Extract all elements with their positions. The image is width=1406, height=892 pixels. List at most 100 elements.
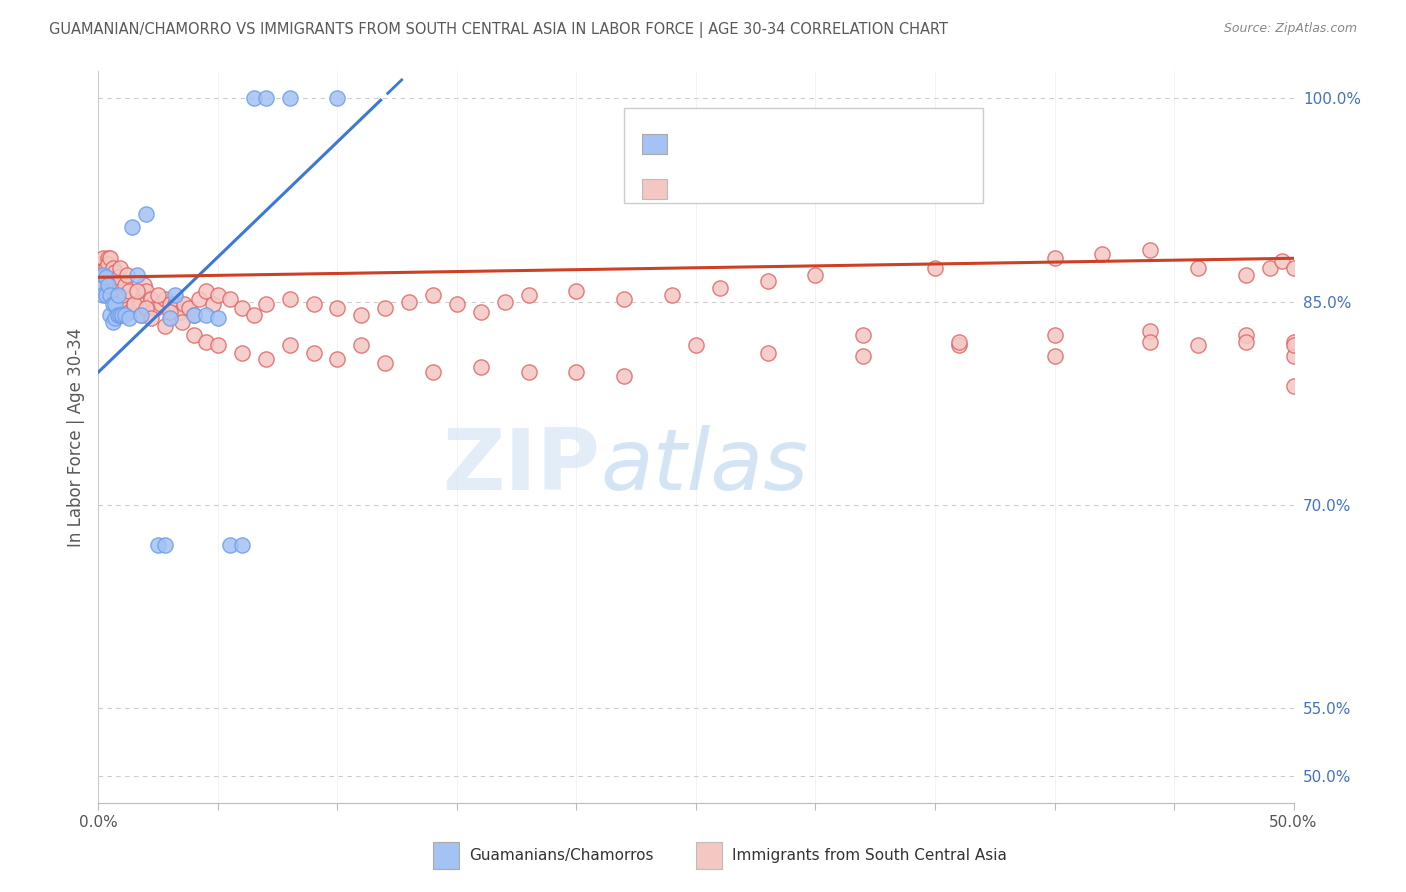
Point: [139, 292, 162, 306]
Point: [195, 308, 218, 322]
Point: [104, 278, 127, 293]
Point: [231, 538, 253, 552]
Point: [1282, 378, 1305, 392]
Point: [131, 308, 153, 322]
Point: [1139, 243, 1161, 257]
Point: [1282, 335, 1305, 350]
Point: [398, 294, 420, 309]
Point: [91, 252, 114, 266]
Point: [98, 308, 122, 322]
Point: [107, 297, 129, 311]
Bar: [696, 841, 723, 870]
Point: [149, 297, 172, 311]
Point: [131, 308, 153, 322]
Point: [195, 284, 218, 298]
Point: [115, 268, 138, 282]
Point: [101, 297, 124, 311]
Point: [118, 310, 141, 325]
Point: [1043, 252, 1066, 266]
Point: [108, 278, 131, 293]
Point: [111, 297, 134, 311]
Point: [1139, 335, 1161, 350]
Point: [91, 268, 114, 282]
Point: [101, 260, 124, 275]
Point: [1282, 349, 1305, 363]
Point: [124, 297, 146, 311]
Point: [1234, 268, 1257, 282]
Point: [1234, 328, 1257, 343]
Point: [326, 91, 349, 105]
Point: [163, 297, 186, 311]
Point: [159, 297, 181, 311]
Text: Immigrants from South Central Asia: Immigrants from South Central Asia: [733, 848, 1007, 863]
Point: [613, 369, 636, 384]
Point: [219, 538, 242, 552]
Point: [155, 538, 177, 552]
Point: [172, 315, 194, 329]
Point: [948, 335, 970, 350]
Point: [155, 318, 177, 333]
Text: Source: ZipAtlas.com: Source: ZipAtlas.com: [1223, 22, 1357, 36]
Point: [118, 284, 141, 298]
Point: [135, 301, 157, 316]
Bar: [643, 134, 668, 154]
Point: [159, 305, 181, 319]
Bar: [433, 841, 460, 870]
Point: [231, 301, 253, 316]
Point: [207, 288, 229, 302]
Point: [207, 310, 229, 325]
Point: [852, 328, 875, 343]
Point: [98, 252, 122, 266]
Point: [804, 268, 827, 282]
Point: [254, 297, 277, 311]
Y-axis label: In Labor Force | Age 30-34: In Labor Force | Age 30-34: [66, 327, 84, 547]
Point: [517, 288, 540, 302]
Point: [350, 338, 373, 352]
Point: [97, 278, 120, 293]
Point: [422, 365, 444, 379]
Point: [91, 268, 114, 282]
Point: [90, 281, 112, 295]
Point: [98, 281, 122, 295]
Point: [565, 284, 588, 298]
Point: [756, 274, 779, 288]
Point: [202, 297, 225, 311]
Point: [163, 288, 186, 302]
Point: [104, 265, 127, 279]
Point: [1258, 260, 1281, 275]
Point: [111, 278, 134, 293]
Bar: [643, 178, 668, 199]
Text: ZIP: ZIP: [443, 425, 600, 508]
Point: [756, 346, 779, 360]
Point: [302, 346, 325, 360]
Point: [183, 328, 205, 343]
Point: [159, 310, 181, 325]
Point: [183, 308, 205, 322]
Point: [326, 301, 349, 316]
Point: [613, 292, 636, 306]
Point: [948, 338, 970, 352]
Point: [350, 308, 373, 322]
Point: [374, 301, 396, 316]
Point: [1234, 335, 1257, 350]
Point: [709, 281, 731, 295]
Point: [924, 260, 946, 275]
Point: [114, 278, 136, 293]
Point: [254, 351, 277, 366]
Point: [121, 288, 143, 302]
Point: [219, 292, 242, 306]
Point: [231, 346, 253, 360]
Point: [124, 297, 146, 311]
Point: [97, 252, 120, 266]
Point: [446, 297, 468, 311]
Point: [125, 284, 148, 298]
Point: [470, 305, 492, 319]
Point: [135, 206, 157, 220]
Point: [125, 268, 148, 282]
Point: [98, 288, 122, 302]
Point: [422, 288, 444, 302]
Point: [107, 308, 129, 322]
Point: [326, 351, 349, 366]
Point: [179, 301, 201, 316]
Point: [1091, 247, 1114, 261]
